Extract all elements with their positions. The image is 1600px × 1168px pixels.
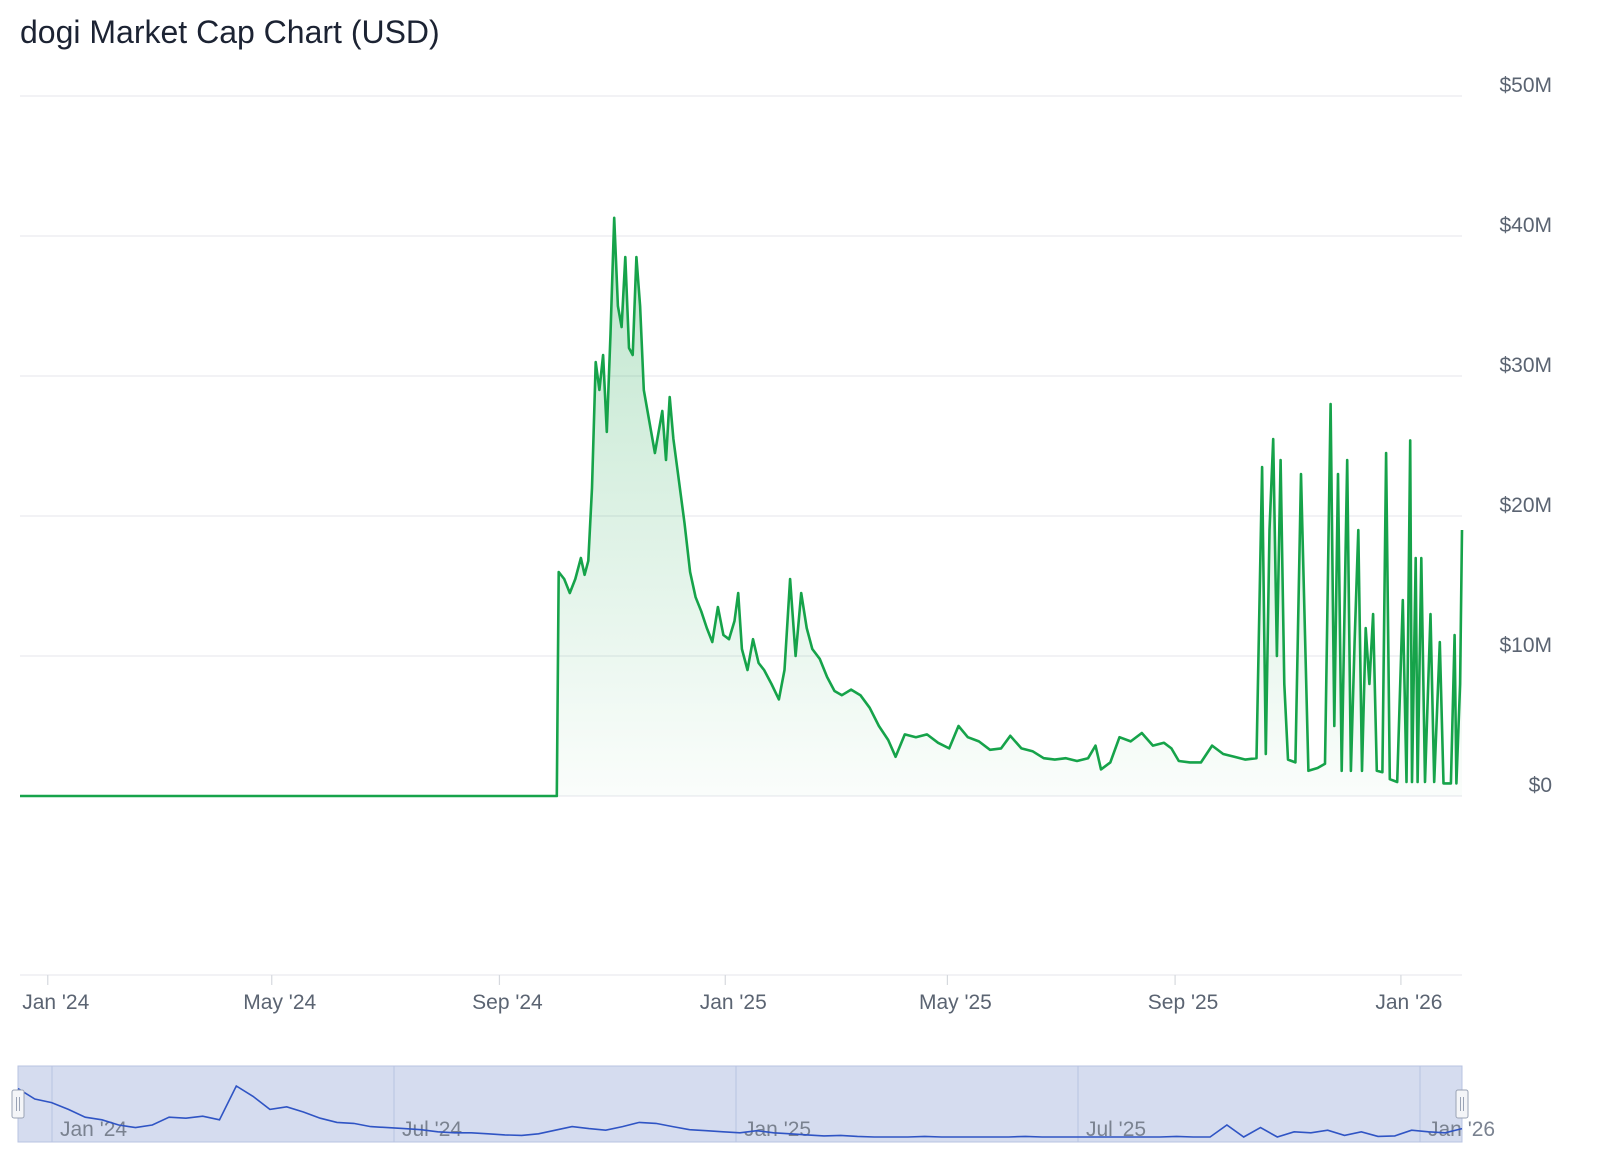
y-tick-label: $40M (1499, 214, 1552, 237)
x-tick-label: Jan '26 (1375, 991, 1442, 1014)
x-tick-label: May '25 (919, 991, 992, 1014)
y-tick-label: $50M (1499, 74, 1552, 97)
range-navigator[interactable]: Jan '24 Jul '24 Jan '25 Jul '25 Jan '26 (11, 1065, 1495, 1143)
navigator-left-handle[interactable] (11, 1089, 25, 1119)
x-tick-label: Sep '25 (1148, 991, 1219, 1014)
navigator-selection[interactable] (17, 1065, 1463, 1143)
navigator-tick-label: Jan '25 (744, 1118, 811, 1141)
y-tick-label: $10M (1499, 634, 1552, 657)
x-tick-label: May '24 (243, 991, 316, 1014)
series-area-fill (20, 217, 1462, 797)
series-line (20, 216, 1464, 798)
plot-area (20, 216, 1464, 798)
chart-title: dogi Market Cap Chart (USD) (20, 14, 440, 50)
x-tick-label: Jan '25 (700, 991, 767, 1014)
x-tick-label: Jan '24 (22, 991, 89, 1014)
navigator-tick-label: Jul '25 (1086, 1118, 1146, 1141)
y-tick-label: $30M (1499, 354, 1552, 377)
y-tick-label: $20M (1499, 494, 1552, 517)
navigator-right-handle[interactable] (1455, 1089, 1469, 1119)
navigator-tick-label: Jan '24 (60, 1118, 127, 1141)
y-axis: $0 $10M $20M $30M $40M $50M (1499, 74, 1552, 797)
x-axis: Jan '24 May '24 Sep '24 Jan '25 May '25 Sep '… (22, 975, 1442, 1014)
grid-lines (20, 95, 1462, 976)
navigator-tick-label: Jul '24 (402, 1118, 462, 1141)
y-tick-label: $0 (1529, 774, 1552, 797)
navigator-series-line (17, 1084, 1463, 1138)
x-tick-label: Sep '24 (472, 991, 543, 1014)
